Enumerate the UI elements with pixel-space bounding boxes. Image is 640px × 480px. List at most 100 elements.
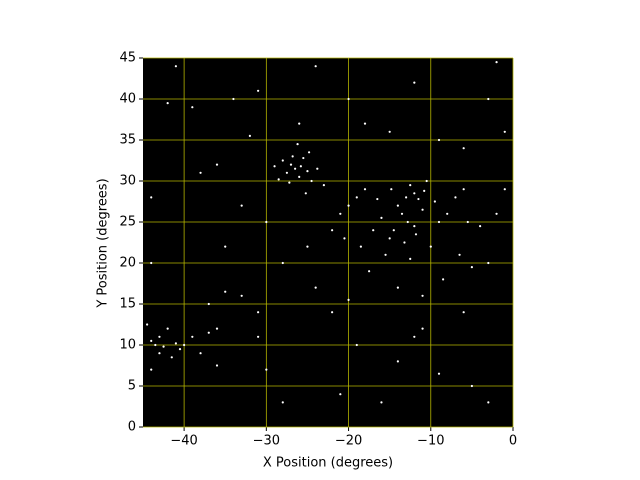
star-point (372, 229, 375, 232)
y-tick-label: 5 (128, 379, 136, 394)
star-point (257, 311, 260, 314)
star-point (409, 257, 412, 260)
y-tick-label: 30 (119, 174, 136, 189)
star-point (458, 253, 461, 256)
star-point (166, 327, 169, 330)
star-point (207, 331, 210, 334)
star-point (388, 130, 391, 133)
star-point (257, 89, 260, 92)
star-point (347, 298, 350, 301)
star-point (232, 97, 235, 101)
star-point (277, 178, 280, 181)
star-point (291, 155, 294, 158)
star-point (154, 343, 157, 347)
star-point (257, 335, 260, 338)
star-point (158, 352, 161, 355)
star-point (406, 220, 409, 224)
star-point (462, 147, 465, 150)
y-tick-label: 40 (119, 92, 136, 107)
star-point (281, 159, 284, 162)
star-point (437, 372, 441, 375)
star-point (380, 216, 383, 219)
star-point (304, 192, 307, 195)
star-point (454, 196, 457, 199)
star-point (158, 335, 161, 338)
x-tick-label: −20 (335, 434, 362, 449)
star-point (183, 343, 186, 347)
star-point (289, 163, 293, 166)
star-point (265, 220, 268, 224)
star-point (487, 97, 490, 101)
y-tick-label: 0 (128, 420, 136, 435)
star-point (310, 179, 313, 183)
star-point (396, 360, 399, 363)
star-point (413, 225, 416, 228)
star-point (390, 188, 393, 191)
star-point (347, 204, 350, 207)
star-point (479, 225, 482, 228)
star-point (413, 335, 416, 338)
star-point (400, 212, 404, 215)
star-point (470, 266, 473, 269)
star-point (296, 143, 299, 146)
star-point (314, 65, 317, 68)
star-point (433, 200, 436, 203)
star-point (380, 401, 383, 404)
star-point (170, 356, 173, 359)
star-point (240, 204, 243, 207)
y-axis-label: Y Position (degrees) (96, 178, 111, 308)
star-point (339, 393, 342, 396)
star-point (224, 290, 227, 293)
star-point (178, 348, 182, 351)
star-point (281, 261, 284, 265)
star-point (396, 286, 399, 289)
y-tick-label: 20 (119, 256, 136, 271)
x-tick-label: −40 (170, 434, 197, 449)
star-point (363, 188, 367, 191)
star-point (368, 270, 371, 273)
star-point (437, 138, 441, 142)
star-point (423, 189, 426, 192)
star-point (273, 165, 276, 168)
star-point (299, 165, 302, 168)
star-point (396, 204, 399, 207)
star-point (384, 253, 387, 256)
star-point (347, 97, 350, 101)
plot-background (143, 58, 513, 427)
star-point (446, 212, 449, 215)
x-tick-label: −30 (253, 434, 280, 449)
star-point (503, 188, 506, 191)
star-point (487, 261, 490, 265)
star-point (314, 286, 317, 289)
star-point (495, 212, 498, 215)
star-point (442, 278, 445, 281)
star-point (306, 170, 309, 173)
x-tick-label: −10 (417, 434, 444, 449)
star-point (470, 384, 473, 388)
star-point (248, 134, 251, 137)
star-point (413, 81, 416, 84)
star-point (421, 294, 424, 297)
star-point (224, 245, 227, 248)
star-point (322, 184, 325, 187)
star-point (199, 352, 202, 355)
star-point (166, 102, 169, 105)
star-point (240, 294, 243, 297)
star-point (466, 220, 469, 224)
star-point (355, 196, 358, 199)
x-axis-label: X Position (degrees) (263, 456, 393, 471)
star-point (414, 233, 418, 236)
star-point (174, 65, 177, 68)
star-point (339, 212, 342, 215)
star-point (199, 171, 202, 174)
star-point (331, 311, 334, 314)
star-point (146, 323, 149, 326)
star-point (425, 179, 428, 183)
star-point (150, 339, 153, 342)
star-point (298, 122, 301, 125)
star-point (359, 245, 362, 248)
star-point (294, 167, 297, 170)
star-point (215, 163, 219, 166)
star-point (462, 188, 465, 191)
